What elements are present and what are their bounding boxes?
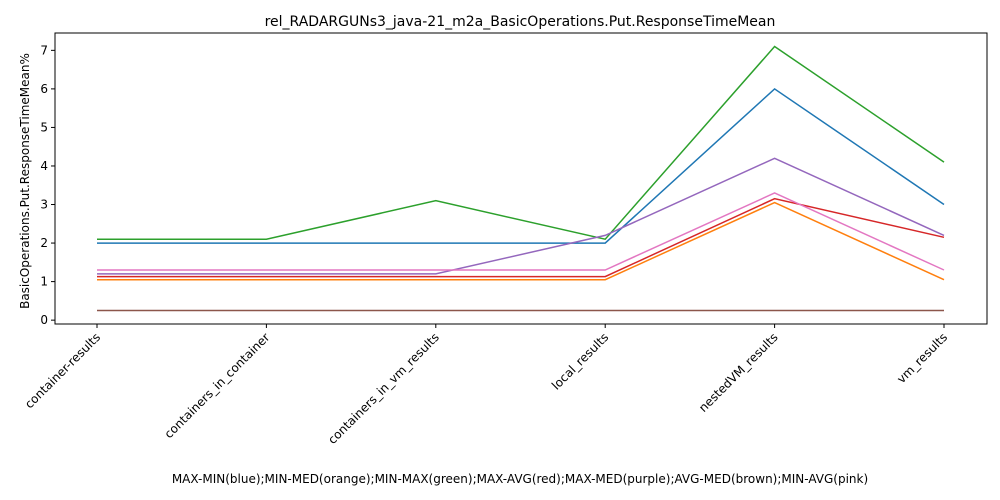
y-tick-label: 7 — [40, 43, 48, 57]
series-line-0 — [97, 87, 945, 244]
y-tick-label: 0 — [40, 313, 48, 327]
chart-title: rel_RADARGUNs3_java-21_m2a_BasicOperatio… — [265, 14, 776, 30]
y-tick-label: 3 — [40, 198, 48, 212]
series-line-6 — [97, 192, 945, 271]
y-tick-label: 1 — [40, 275, 48, 289]
x-tick-label: container-results — [22, 330, 103, 411]
x-tick-label: containers_in_vm_results — [325, 330, 442, 447]
y-axis: 0 1 2 3 4 5 6 7 — [40, 43, 55, 327]
x-tick-label: nestedVM_results — [696, 330, 781, 415]
series-line-1 — [97, 201, 945, 281]
series-layer — [97, 45, 945, 312]
y-tick-label: 2 — [40, 236, 48, 250]
series-line-3 — [97, 197, 945, 278]
y-tick-label: 5 — [40, 120, 48, 134]
series-line-2 — [97, 45, 945, 241]
plot-frame — [54, 32, 988, 325]
x-axis-label: MAX-MIN(blue);MIN-MED(orange);MIN-MAX(gr… — [172, 472, 868, 486]
x-axis: container-results containers_in_container… — [22, 324, 950, 447]
series-line-4 — [97, 157, 945, 275]
x-tick-label: local_results — [549, 330, 611, 392]
y-tick-label: 6 — [40, 82, 48, 96]
x-tick-label: containers_in_container — [162, 330, 273, 441]
x-tick-label: vm_results — [894, 330, 950, 386]
y-axis-label: BasicOperations.Put.ResponseTimeMean% — [18, 53, 32, 309]
y-tick-label: 4 — [40, 159, 48, 173]
